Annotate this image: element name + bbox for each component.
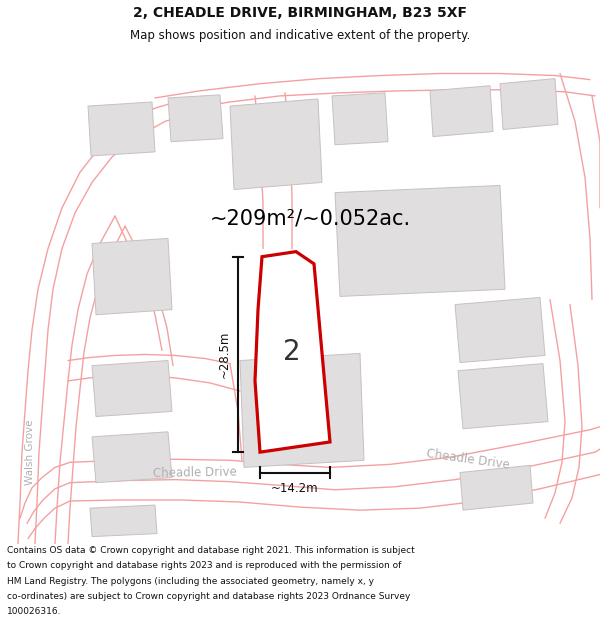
Text: HM Land Registry. The polygons (including the associated geometry, namely x, y: HM Land Registry. The polygons (includin… bbox=[7, 577, 374, 586]
Polygon shape bbox=[92, 361, 172, 416]
Polygon shape bbox=[335, 186, 505, 296]
Polygon shape bbox=[240, 353, 364, 468]
Polygon shape bbox=[430, 86, 493, 137]
Text: 2: 2 bbox=[283, 338, 301, 366]
Text: 100026316.: 100026316. bbox=[7, 608, 62, 616]
Text: ~209m²/~0.052ac.: ~209m²/~0.052ac. bbox=[209, 208, 410, 228]
Polygon shape bbox=[92, 238, 172, 315]
Text: Cheadle Drive: Cheadle Drive bbox=[153, 465, 237, 480]
Polygon shape bbox=[92, 432, 172, 482]
Polygon shape bbox=[168, 95, 223, 142]
Text: Map shows position and indicative extent of the property.: Map shows position and indicative extent… bbox=[130, 29, 470, 42]
Text: co-ordinates) are subject to Crown copyright and database rights 2023 Ordnance S: co-ordinates) are subject to Crown copyr… bbox=[7, 592, 410, 601]
Polygon shape bbox=[332, 93, 388, 145]
Text: Walsh Grove: Walsh Grove bbox=[25, 419, 35, 485]
Polygon shape bbox=[90, 505, 157, 537]
Polygon shape bbox=[88, 102, 155, 156]
Polygon shape bbox=[230, 99, 322, 189]
Polygon shape bbox=[458, 364, 548, 429]
Text: ~28.5m: ~28.5m bbox=[218, 331, 230, 378]
Text: Cheadle Drive: Cheadle Drive bbox=[425, 447, 511, 471]
Polygon shape bbox=[255, 252, 330, 452]
Text: ~14.2m: ~14.2m bbox=[271, 482, 319, 495]
Polygon shape bbox=[500, 79, 558, 129]
Text: Contains OS data © Crown copyright and database right 2021. This information is : Contains OS data © Crown copyright and d… bbox=[7, 546, 415, 555]
Polygon shape bbox=[460, 466, 533, 510]
Text: to Crown copyright and database rights 2023 and is reproduced with the permissio: to Crown copyright and database rights 2… bbox=[7, 561, 401, 571]
Text: 2, CHEADLE DRIVE, BIRMINGHAM, B23 5XF: 2, CHEADLE DRIVE, BIRMINGHAM, B23 5XF bbox=[133, 6, 467, 19]
Polygon shape bbox=[455, 298, 545, 362]
